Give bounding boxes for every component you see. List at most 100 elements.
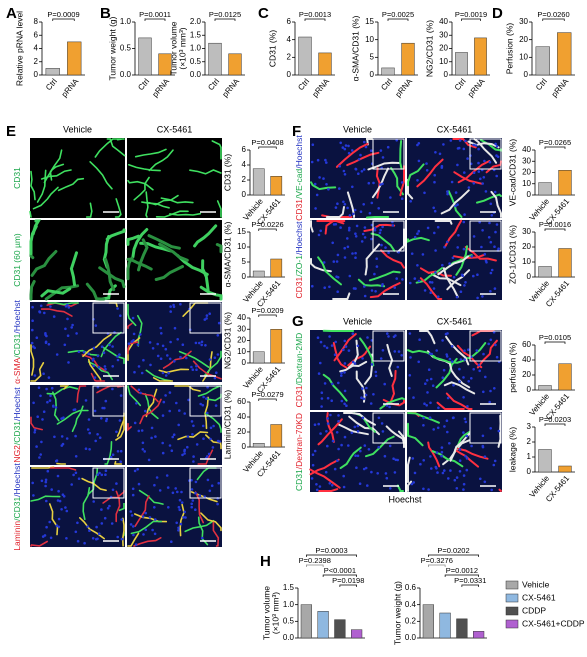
bar: [252, 351, 265, 364]
nucleus: [88, 529, 91, 532]
nucleus: [444, 332, 448, 336]
nucleus: [170, 540, 173, 543]
nucleus: [356, 454, 360, 458]
y-axis-label: VE-cad/CD31 (%): [507, 139, 517, 207]
nucleus: [33, 374, 37, 377]
vessel: [386, 343, 394, 377]
nucleus: [93, 376, 97, 379]
nucleus: [458, 380, 461, 383]
nucleus: [39, 453, 42, 456]
nucleus: [357, 158, 361, 161]
nucleus: [53, 435, 56, 439]
vessels: [310, 220, 405, 300]
nucleus: [166, 486, 170, 489]
panel-letter: B: [100, 5, 111, 22]
y-tick-label: 40: [237, 412, 246, 421]
inset: [372, 412, 405, 444]
nucleus: [168, 444, 172, 447]
nucleus: [111, 453, 115, 457]
nucleus: [105, 419, 108, 423]
vessel: [211, 140, 222, 160]
nucleus: [387, 251, 390, 254]
nucleus: [216, 353, 220, 356]
nucleus: [431, 384, 435, 388]
nucleus: [169, 340, 172, 344]
nucleus: [351, 360, 355, 364]
x-tick-label: Ctrl: [206, 77, 221, 92]
nucleus: [482, 390, 485, 394]
nucleus: [456, 163, 459, 167]
nucleus: [348, 226, 351, 230]
nucleus: [458, 139, 462, 142]
nucleus: [467, 186, 471, 189]
nucleus: [44, 333, 47, 337]
nucleus: [363, 444, 367, 447]
nucleus: [370, 289, 374, 292]
inset: [372, 330, 405, 362]
row-label-part: /Hoechst: [294, 135, 304, 169]
legend-label: Vehicle: [522, 579, 550, 589]
vessel: [455, 245, 468, 276]
legend-swatch: [505, 606, 519, 616]
row-label-part: CD31 (60 µm): [12, 233, 22, 287]
bar: [228, 53, 242, 76]
nucleus: [477, 170, 481, 173]
vessel: [445, 392, 473, 410]
nucleus: [30, 341, 34, 345]
bar: [317, 611, 329, 639]
vessel: [30, 540, 48, 547]
nucleus: [154, 518, 157, 521]
vessel: [127, 422, 132, 432]
nucleus: [470, 355, 473, 359]
vessel: [332, 292, 351, 300]
nucleus: [342, 200, 345, 204]
vessel: [174, 385, 201, 392]
nucleus: [311, 453, 315, 457]
nucleus: [98, 471, 101, 475]
nucleus: [384, 246, 387, 249]
nucleus: [44, 480, 48, 484]
nucleus: [342, 348, 345, 352]
inset: [469, 330, 502, 362]
significance-bracket: [258, 314, 277, 317]
nucleus: [334, 206, 338, 209]
vessel: [44, 284, 80, 301]
vessel: [365, 435, 395, 458]
nucleus: [317, 372, 321, 375]
nucleus: [57, 489, 60, 493]
nucleus: [495, 174, 499, 178]
y-tick-label: 15: [365, 17, 374, 26]
nucleus: [195, 368, 198, 372]
vessel: [310, 181, 337, 191]
nucleus: [360, 170, 364, 173]
nucleus: [67, 306, 71, 309]
vessel: [30, 416, 43, 431]
vessel: [82, 487, 91, 521]
nucleus: [481, 434, 485, 438]
nucleus: [497, 429, 501, 433]
nucleus: [428, 280, 432, 284]
vessel: [56, 409, 89, 425]
significance-bracket: [544, 146, 566, 149]
nucleus: [110, 522, 114, 525]
nucleus: [483, 480, 487, 484]
vessel: [138, 489, 164, 505]
nucleus: [115, 482, 118, 485]
column-header: Vehicle: [63, 124, 92, 134]
nucleus: [355, 224, 359, 228]
panel-letter: F: [292, 123, 301, 140]
vessel: [184, 519, 215, 533]
y-tick-label: 4: [287, 35, 292, 44]
nucleus: [451, 416, 455, 420]
nucleus: [374, 374, 378, 378]
y-tick-label: 0: [527, 385, 532, 394]
vessel: [87, 468, 99, 496]
nucleus: [395, 139, 399, 142]
nucleus: [430, 281, 434, 284]
nucleus: [143, 450, 146, 453]
nucleus: [472, 368, 476, 371]
nucleus: [416, 232, 419, 235]
bar: [538, 449, 552, 473]
nucleus: [353, 362, 357, 365]
nucleus: [208, 358, 212, 361]
